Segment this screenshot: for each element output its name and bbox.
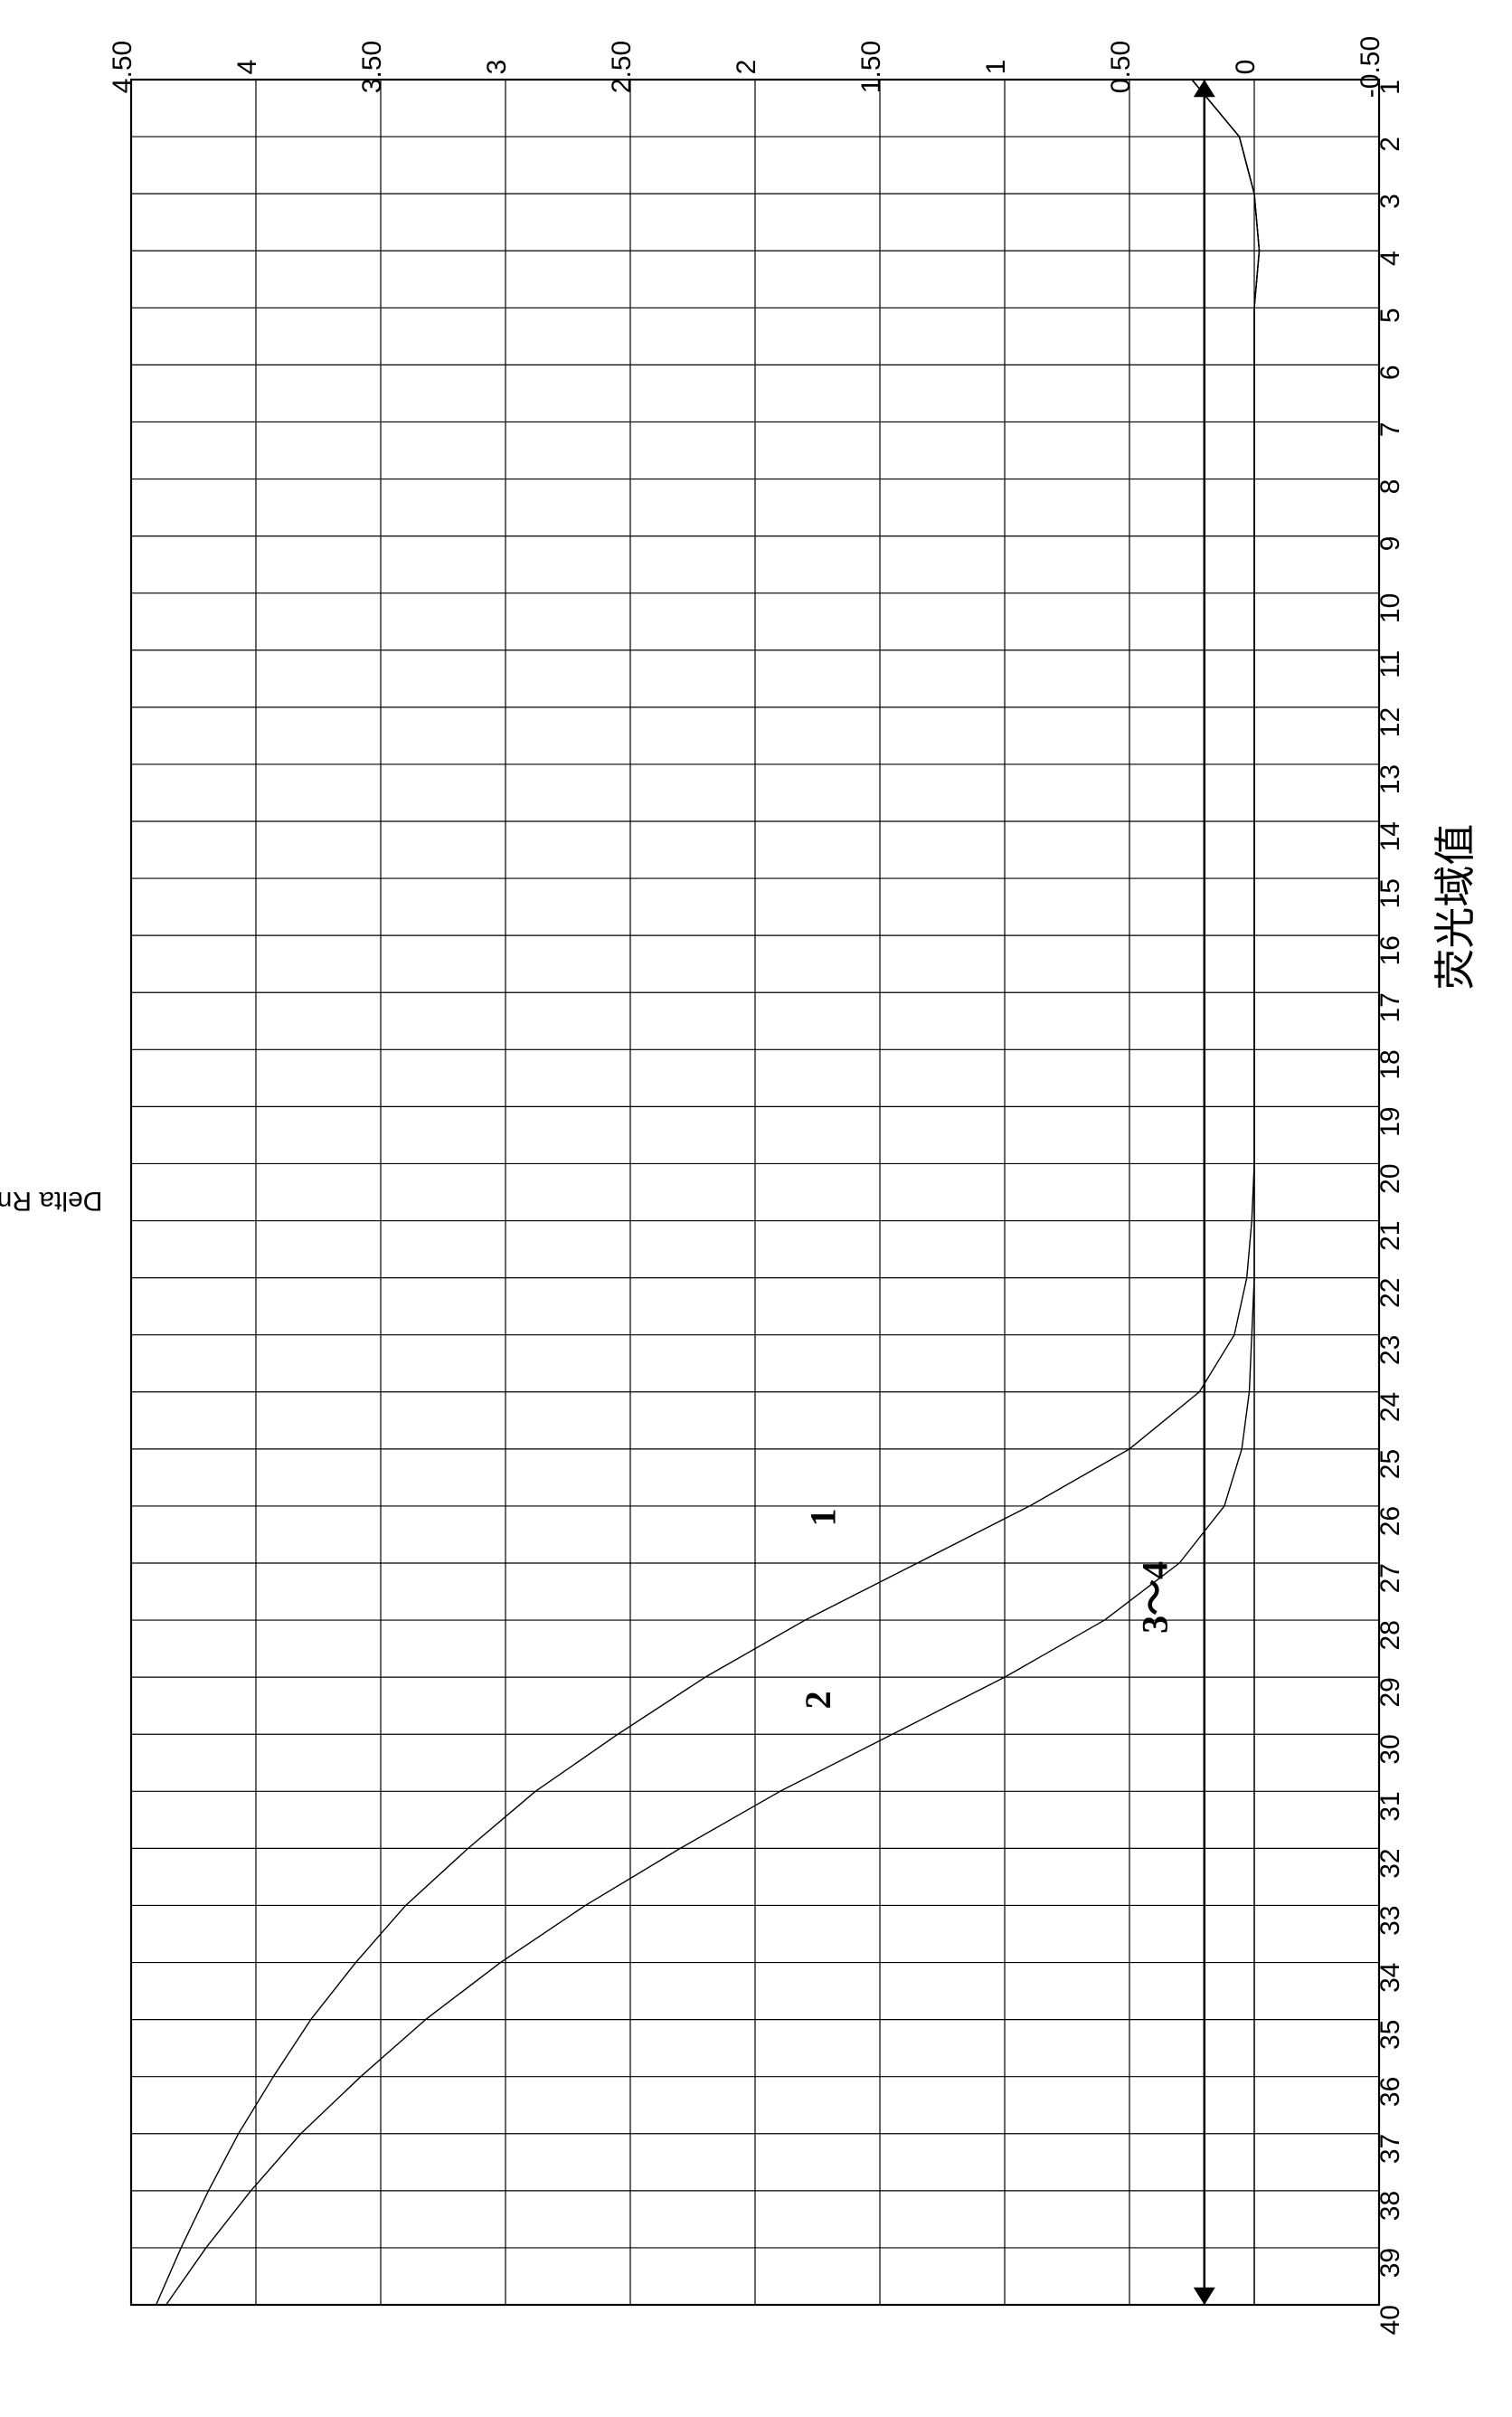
chart-container: 123～4-0.5000.5011.5022.5033.5044.5012345… bbox=[0, 0, 1512, 2417]
threshold-arrow-end bbox=[1194, 2288, 1215, 2305]
xtick-label: 36 bbox=[1375, 2077, 1405, 2107]
xtick-label: 13 bbox=[1375, 764, 1405, 794]
ytick-label: 2.50 bbox=[607, 41, 637, 93]
xtick-label: 9 bbox=[1375, 536, 1405, 552]
xtick-label: 1 bbox=[1375, 80, 1405, 95]
curve-2 bbox=[166, 80, 1260, 2305]
xtick-label: 38 bbox=[1375, 2191, 1405, 2221]
xtick-label: 17 bbox=[1375, 992, 1405, 1022]
xtick-label: 20 bbox=[1375, 1163, 1405, 1193]
xtick-label: 21 bbox=[1375, 1221, 1405, 1251]
xtick-label: 4 bbox=[1375, 251, 1405, 266]
xtick-label: 28 bbox=[1375, 1620, 1405, 1650]
xtick-label: 25 bbox=[1375, 1449, 1405, 1479]
xtick-label: 37 bbox=[1375, 2134, 1405, 2164]
xtick-label: 34 bbox=[1375, 1963, 1405, 1993]
ytick-label: 0 bbox=[1231, 60, 1261, 75]
xtick-label: 27 bbox=[1375, 1563, 1405, 1593]
ytick-label: 4.50 bbox=[108, 41, 137, 93]
xtick-label: 6 bbox=[1375, 365, 1405, 380]
xtick-label: 12 bbox=[1375, 707, 1405, 737]
ytick-label: 0.50 bbox=[1106, 41, 1136, 93]
xtick-label: 10 bbox=[1375, 593, 1405, 623]
xtick-label: 23 bbox=[1375, 1335, 1405, 1365]
xtick-label: 26 bbox=[1375, 1506, 1405, 1536]
xtick-label: 24 bbox=[1375, 1392, 1405, 1422]
xtick-label: 16 bbox=[1375, 935, 1405, 965]
ytick-label: 3 bbox=[482, 60, 512, 75]
y-axis-title: Delta Rn bbox=[0, 1186, 102, 1216]
x-axis-title: 荧光域值 bbox=[1432, 824, 1479, 990]
xtick-label: 14 bbox=[1375, 821, 1405, 851]
xtick-label: 30 bbox=[1375, 1734, 1405, 1764]
xtick-label: 18 bbox=[1375, 1049, 1405, 1079]
xtick-label: 19 bbox=[1375, 1106, 1405, 1136]
curve-2-label: 2 bbox=[798, 1691, 838, 1709]
xtick-label: 33 bbox=[1375, 1905, 1405, 1935]
curve-3-4 bbox=[1192, 80, 1260, 2305]
xtick-label: 31 bbox=[1375, 1791, 1405, 1821]
xtick-label: 39 bbox=[1375, 2248, 1405, 2278]
xtick-label: 2 bbox=[1375, 137, 1405, 152]
xtick-label: 29 bbox=[1375, 1677, 1405, 1707]
ytick-label: 3.50 bbox=[357, 41, 387, 93]
xtick-label: 40 bbox=[1375, 2305, 1405, 2335]
curve-1-label: 1 bbox=[802, 1509, 843, 1527]
curve-1 bbox=[156, 80, 1260, 2305]
xtick-label: 7 bbox=[1375, 422, 1405, 437]
ytick-label: 2 bbox=[732, 60, 761, 75]
xtick-label: 5 bbox=[1375, 308, 1405, 323]
amplification-chart: 123～4-0.5000.5011.5022.5033.5044.5012345… bbox=[0, 0, 1512, 2417]
xtick-label: 32 bbox=[1375, 1848, 1405, 1878]
xtick-label: 22 bbox=[1375, 1278, 1405, 1308]
xtick-label: 11 bbox=[1375, 650, 1405, 678]
xtick-label: 8 bbox=[1375, 479, 1405, 495]
xtick-label: 15 bbox=[1375, 878, 1405, 908]
ytick-label: 4 bbox=[232, 60, 262, 75]
ytick-label: 1.50 bbox=[856, 41, 886, 93]
xtick-label: 3 bbox=[1375, 194, 1405, 209]
curve-3-4-label: 3～4 bbox=[1134, 1561, 1175, 1634]
xtick-label: 35 bbox=[1375, 2020, 1405, 2050]
ytick-label: 1 bbox=[981, 60, 1011, 75]
